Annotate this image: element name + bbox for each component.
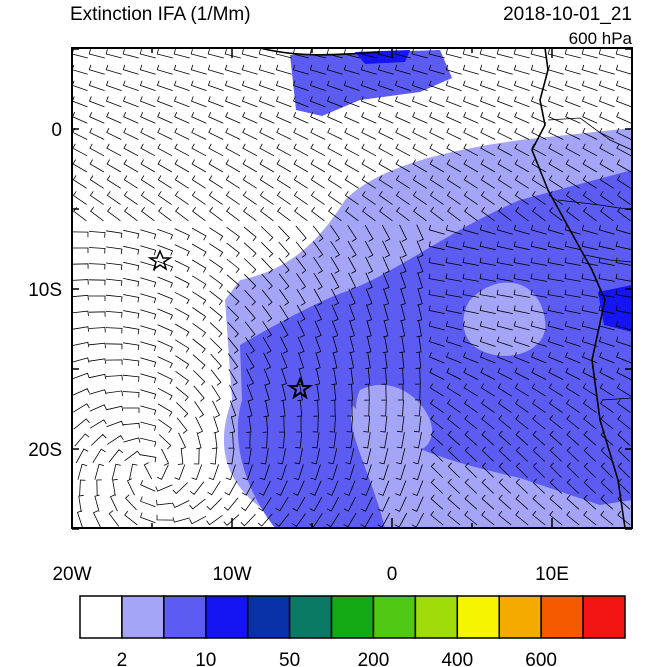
shading [72, 48, 632, 528]
borders [547, 117, 632, 401]
colorbar-box [79, 595, 123, 639]
colorbar-box [163, 595, 207, 639]
star [147, 249, 173, 271]
axis-labels: 0 10S 20S 20W 10W 0 10E [28, 120, 569, 585]
colorbar-box [330, 595, 375, 639]
colorbar-label: 10 [195, 650, 216, 667]
colorbar-box [246, 595, 291, 639]
colorbar-label: 50 [279, 650, 300, 667]
colorbar-box [456, 595, 500, 639]
lon-label: 10W [212, 564, 251, 585]
colorbar-box [121, 595, 165, 639]
colorbar: 2 10 50 200 400 600 [79, 595, 626, 667]
colorbar-box [288, 595, 333, 639]
lat-label: 10S [28, 280, 62, 301]
shade-light-patch [463, 282, 546, 356]
shade-blue [598, 285, 632, 332]
title: Extinction IFA (1/Mm) [70, 4, 251, 25]
coastline [259, 48, 626, 528]
colorbar-label: 400 [441, 650, 473, 667]
time: 2018-10-01_21 [503, 4, 632, 25]
colorbar-box [540, 595, 584, 639]
lat-label: 0 [51, 120, 62, 141]
colorbar-label: 600 [525, 650, 557, 667]
shade-medium-top [290, 50, 452, 116]
lon-label: 20W [52, 564, 91, 585]
lon-label: 10E [535, 564, 569, 585]
colorbar-box [498, 595, 542, 639]
frame-ticks [71, 48, 633, 530]
colorbar-box [414, 595, 459, 639]
colorbar-box [582, 595, 626, 639]
colorbar-label: 200 [358, 650, 390, 667]
shade-medium [237, 170, 632, 528]
star [286, 376, 314, 400]
colorbar-label: 2 [117, 650, 128, 667]
lat-label: 20S [28, 440, 62, 461]
lon-label: 0 [387, 564, 398, 585]
colorbar-box [372, 595, 417, 639]
level: 600 hPa [569, 29, 633, 48]
colorbar-box [205, 595, 249, 639]
map-frame [71, 47, 633, 529]
shade-light-patch [356, 384, 432, 454]
